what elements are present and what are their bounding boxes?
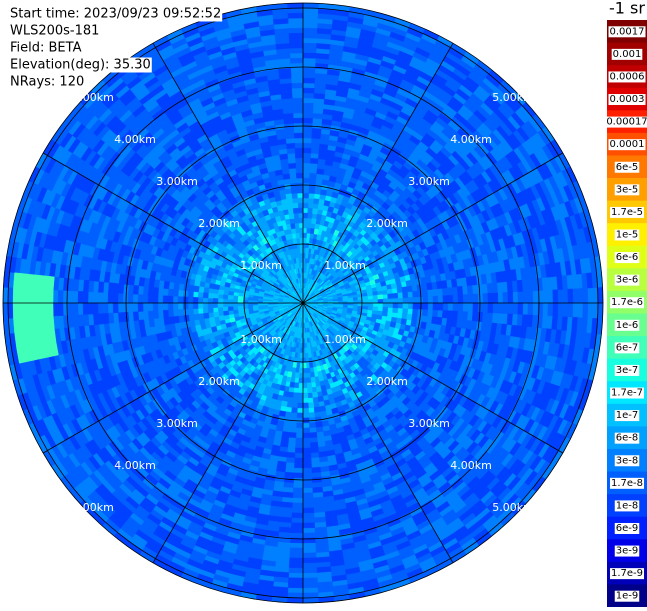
ring-label: 5.00km xyxy=(492,501,534,514)
colorbar-label-background xyxy=(608,71,646,83)
colorbar-label-background xyxy=(609,206,645,218)
colorbar-label-background xyxy=(609,568,645,580)
colorbar-label: 1.7e-5 xyxy=(611,207,643,218)
info-line: WLS200s-181 xyxy=(10,24,99,39)
info-line: Field: BETA xyxy=(10,41,82,56)
colorbar-label: 1e-9 xyxy=(616,591,639,602)
spoke xyxy=(152,302,304,564)
ring-label: 5.00km xyxy=(72,501,114,514)
colorbar-title: -1 sr xyxy=(609,0,645,18)
info-line: Start time: 2023/09/23 09:52:52 xyxy=(10,7,221,22)
colorbar-label-background xyxy=(609,387,645,399)
info-background xyxy=(9,40,83,56)
ring-label: 2.00km xyxy=(198,375,240,388)
field-cells xyxy=(12,272,59,364)
colorbar-label-background xyxy=(608,139,646,151)
colorbar-label: 6e-9 xyxy=(616,523,639,534)
ring-label: 1.00km xyxy=(240,259,282,272)
colorbar-label: 3e-9 xyxy=(616,546,639,557)
spoke xyxy=(302,302,454,564)
colorbar-label-background xyxy=(614,184,640,196)
info-background xyxy=(9,57,152,73)
ring-label: 1.00km xyxy=(324,333,366,346)
info-background xyxy=(9,6,223,22)
ring-label: 1.00km xyxy=(240,333,282,346)
colorbar-label: 1e-8 xyxy=(616,500,639,511)
colorbar-label: 1e-7 xyxy=(616,410,639,421)
colorbar-label-background xyxy=(611,48,643,60)
ring-label: 2.00km xyxy=(366,217,408,230)
ring-label: 2.00km xyxy=(366,375,408,388)
spoke xyxy=(42,152,304,304)
colorbar-label-background xyxy=(614,500,640,512)
ring-label: 4.00km xyxy=(450,133,492,146)
colorbar-label-background xyxy=(614,252,640,264)
spoke xyxy=(302,152,564,304)
colorbar-label: 0.0017 xyxy=(610,26,645,37)
ring-label: 3.00km xyxy=(408,175,450,188)
colorbar-label: 3e-8 xyxy=(616,455,639,466)
ring-label: 3.00km xyxy=(156,417,198,430)
spoke xyxy=(302,42,454,304)
colorbar-label-background xyxy=(614,364,640,376)
ring-label: 1.00km xyxy=(324,259,366,272)
colorbar-label: 3e-7 xyxy=(616,365,639,376)
colorbar-label: 1.7e-9 xyxy=(611,568,643,579)
ring-label: 4.00km xyxy=(114,133,156,146)
colorbar-label-background xyxy=(614,522,640,534)
colorbar-label-background xyxy=(609,297,645,309)
colorbar-label: 0.00017 xyxy=(606,117,647,128)
colorbar-label-background xyxy=(614,229,640,241)
ring-labels: 1.00km 1.00km 1.00km 1.00km 2.00km 2.00km 2.00… xyxy=(72,91,534,514)
colorbar-label: 1e-5 xyxy=(616,229,639,240)
colorbar-label: 6e-6 xyxy=(616,252,639,263)
colorbar-label: 6e-5 xyxy=(616,162,639,173)
colorbar-label-background xyxy=(609,477,645,489)
colorbar-label-background xyxy=(605,116,647,128)
colorbar-label-background xyxy=(614,590,640,602)
info-panel: Start time: 2023/09/23 09:52:52 WLS200s-1… xyxy=(9,6,223,90)
colorbar-label: 1.7e-7 xyxy=(611,388,643,399)
info-line: NRays: 120 xyxy=(10,75,84,90)
colorbar-label-background xyxy=(614,432,640,444)
ring-label: 5.00km xyxy=(72,91,114,104)
ring-label: 3.00km xyxy=(156,175,198,188)
colorbar-label: 1.7e-8 xyxy=(611,478,643,489)
colorbar-label: 0.0001 xyxy=(610,139,645,150)
colorbar-label-background xyxy=(608,26,646,38)
info-background xyxy=(9,23,101,39)
colorbar-label: 1e-6 xyxy=(616,320,639,331)
ring-label: 5.00km xyxy=(492,91,534,104)
ring-label: 2.00km xyxy=(198,217,240,230)
colorbar-label-background xyxy=(614,274,640,286)
colorbar-label-background xyxy=(614,410,640,422)
ring-label: 4.00km xyxy=(114,459,156,472)
colorbar-label-background xyxy=(614,545,640,557)
info-background xyxy=(9,74,86,90)
polar-grid xyxy=(2,2,604,604)
colorbar-label-background xyxy=(614,342,640,354)
colorbar-label-background xyxy=(614,161,640,173)
spoke xyxy=(42,302,304,454)
colorbar-label: 3e-5 xyxy=(616,184,639,195)
spoke xyxy=(152,42,304,304)
spoke xyxy=(302,302,564,454)
colorbar-label: 0.0006 xyxy=(610,71,645,82)
colorbar-label: 6e-7 xyxy=(616,342,639,353)
colorbar-label: 1.7e-6 xyxy=(611,297,643,308)
ring-label: 4.00km xyxy=(450,459,492,472)
colorbar: -1 sr 0.0017 0.001 0.0006 0.0003 0.00017 0.000… xyxy=(605,0,647,608)
colorbar-label: 6e-8 xyxy=(616,433,639,444)
info-line: Elevation(deg): 35.30 xyxy=(10,58,151,73)
colorbar-label-background xyxy=(614,455,640,467)
colorbar-label: 3e-6 xyxy=(616,275,639,286)
colorbar-label-background xyxy=(608,94,646,106)
colorbar-label: 0.0003 xyxy=(610,94,645,105)
colorbar-label-background xyxy=(614,319,640,331)
colorbar-label: 0.001 xyxy=(613,49,642,60)
ring-label: 3.00km xyxy=(408,417,450,430)
